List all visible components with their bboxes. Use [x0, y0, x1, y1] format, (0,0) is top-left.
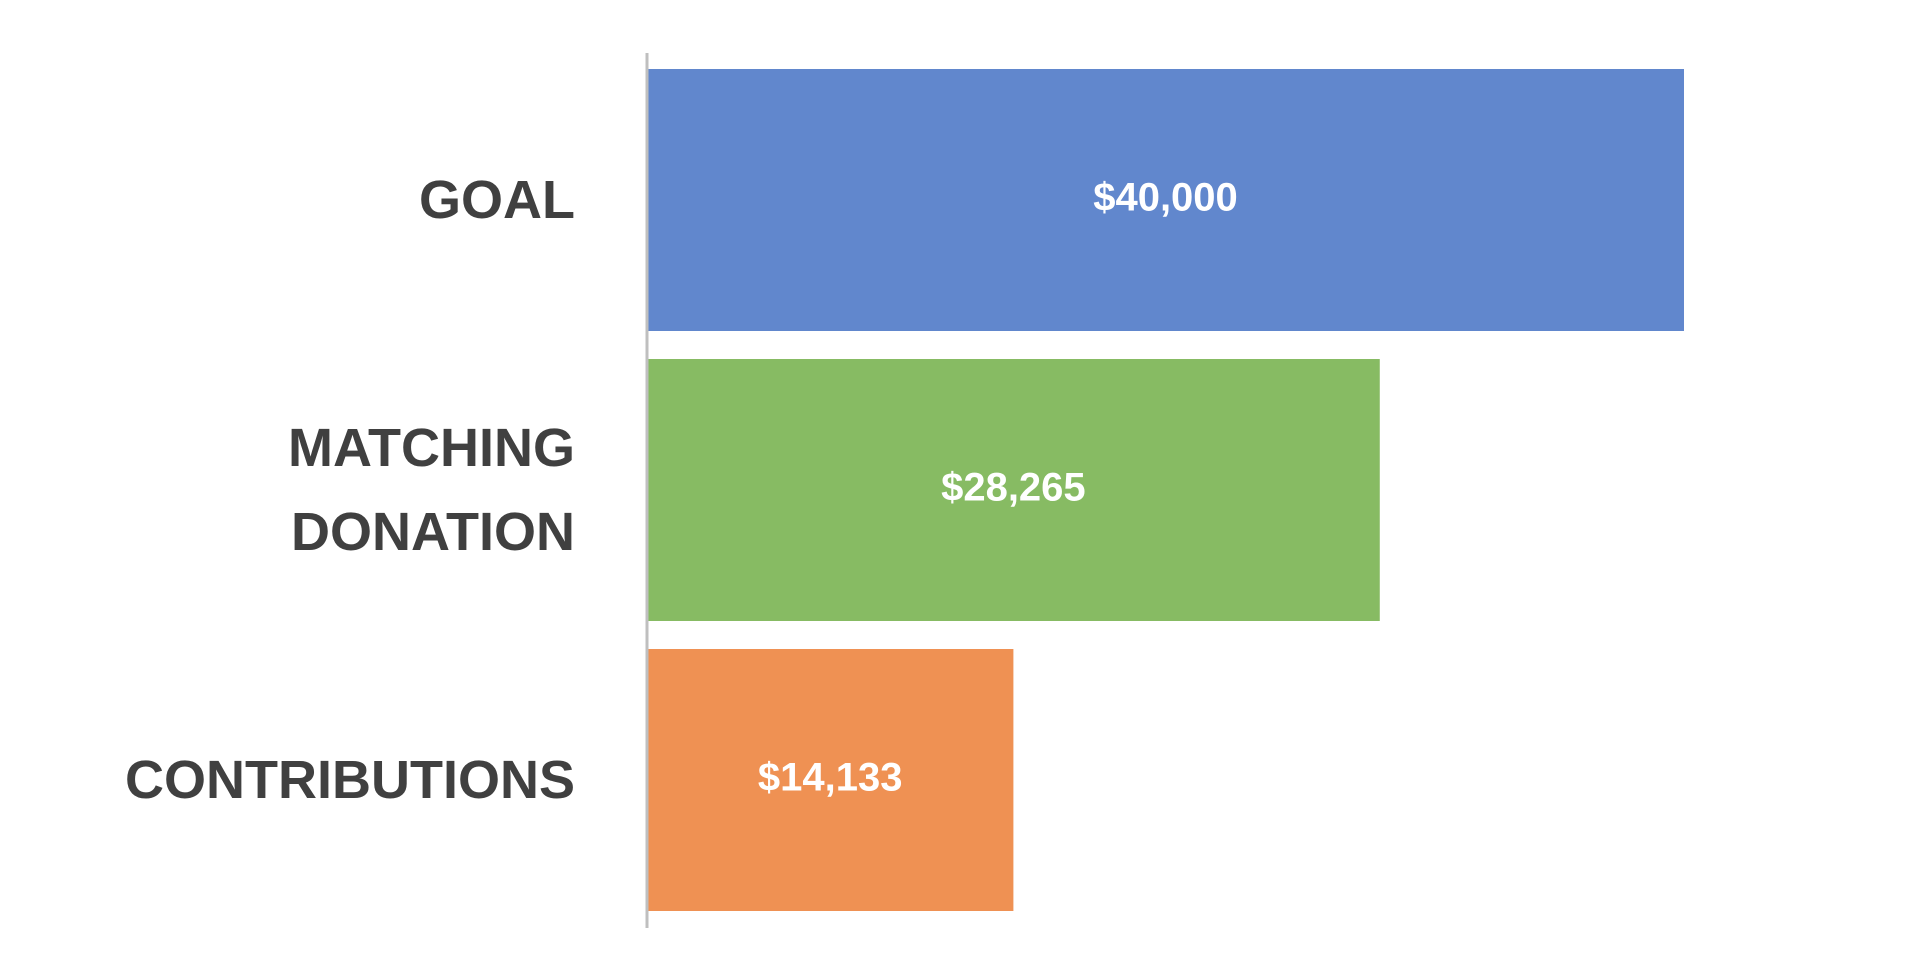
value-label: $40,000 — [1093, 176, 1238, 220]
value-label: $14,133 — [758, 756, 903, 800]
category-label: CONTRIBUTIONS — [125, 750, 575, 810]
category-label: MATCHING DONATION — [288, 418, 575, 562]
bar — [647, 359, 1380, 621]
category-label: GOAL — [419, 170, 575, 230]
value-label: $28,265 — [941, 466, 1086, 510]
bar — [647, 69, 1684, 331]
bar — [647, 649, 1014, 911]
